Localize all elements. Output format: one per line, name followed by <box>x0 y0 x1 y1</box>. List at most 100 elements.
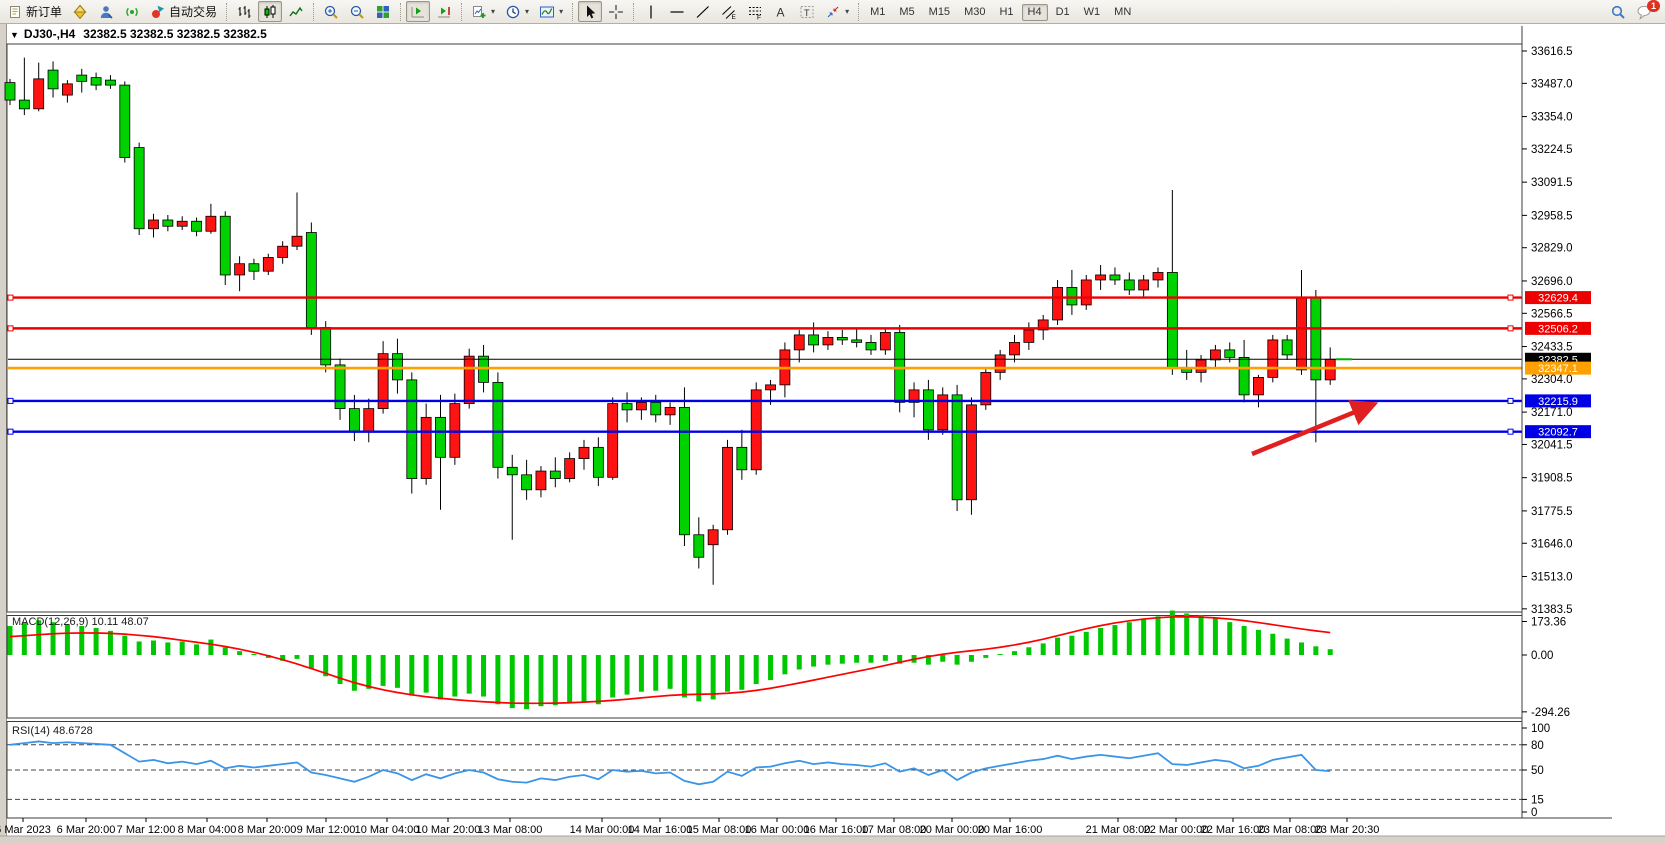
macd-histogram-bar <box>107 630 113 655</box>
line-endpoint-marker[interactable] <box>1507 325 1514 332</box>
market-depth-button[interactable] <box>68 1 92 22</box>
candle-body <box>650 401 662 416</box>
macd-histogram-bar <box>610 655 616 698</box>
dropdown-caret-icon[interactable]: ▾ <box>491 7 496 16</box>
period-button[interactable]: ▾ <box>501 1 533 22</box>
macd-histogram-bar <box>323 655 329 677</box>
candle-body <box>191 220 202 232</box>
chart-title-bar[interactable]: ▼ DJ30-,H4 32382.5 32382.5 32382.5 32382.5 <box>10 27 267 41</box>
dropdown-caret-icon[interactable]: ▾ <box>559 7 564 16</box>
candle-body <box>1152 272 1164 281</box>
chart-background <box>0 24 1665 844</box>
macd-histogram-bar <box>768 655 774 681</box>
candle-body <box>679 406 690 536</box>
candle-body <box>291 235 303 247</box>
candle-body <box>578 446 590 459</box>
candle-body <box>851 339 863 343</box>
candle-body <box>1080 279 1092 306</box>
time-tick-label: 6 Mar 2023 <box>0 824 51 836</box>
timeframe-button-mn[interactable]: MN <box>1108 4 1137 21</box>
timeframe-button-m30[interactable]: M30 <box>958 4 991 21</box>
text-label-button[interactable]: T <box>795 1 819 22</box>
candle-body <box>722 446 733 531</box>
template-button[interactable]: ▾ <box>535 1 567 22</box>
line-endpoint-marker[interactable] <box>7 294 14 301</box>
period-clock-icon <box>506 5 520 18</box>
macd-histogram-bar <box>1112 625 1118 655</box>
line-endpoint-marker[interactable] <box>1507 397 1514 404</box>
zoom-in-button[interactable] <box>319 1 343 22</box>
line-endpoint-marker[interactable] <box>1507 428 1514 435</box>
arrows-button[interactable]: ▾ <box>821 1 853 22</box>
timeframe-button-m15[interactable]: M15 <box>923 4 956 21</box>
candle-body <box>693 534 705 558</box>
price-label-box <box>1525 425 1591 439</box>
timeframe-button-h4[interactable]: H4 <box>1021 4 1048 21</box>
line-endpoint-marker[interactable] <box>7 397 14 404</box>
macd-histogram-bar <box>308 655 314 669</box>
signals-button[interactable] <box>120 1 144 22</box>
candle-body <box>348 408 360 432</box>
dropdown-caret-icon[interactable]: ▾ <box>525 7 530 16</box>
community-button[interactable] <box>94 1 118 22</box>
fibonacci-button[interactable]: F <box>743 1 767 22</box>
candle-body <box>923 389 934 431</box>
new-order-button[interactable]: 新订单 <box>3 1 66 22</box>
timeframe-button-m1[interactable]: M1 <box>864 4 891 21</box>
timeframe-button-d1[interactable]: D1 <box>1050 4 1076 21</box>
timeframe-button-w1[interactable]: W1 <box>1078 4 1107 21</box>
vertical-line-button[interactable] <box>639 1 663 22</box>
annotation-arrow[interactable] <box>1251 400 1379 457</box>
candle-body <box>18 99 30 110</box>
trendline-button[interactable] <box>691 1 715 22</box>
new-chart-button[interactable]: ▾ <box>467 1 499 22</box>
macd-histogram-bar <box>681 655 687 698</box>
candle-body <box>4 82 16 101</box>
chart-dropdown-icon[interactable]: ▼ <box>10 30 19 40</box>
notifications-button[interactable]: 1 <box>1632 0 1660 22</box>
candle-body <box>836 337 848 341</box>
candle-body <box>62 83 73 96</box>
auto-scroll-button[interactable] <box>406 1 431 22</box>
line-endpoint-marker[interactable] <box>1507 294 1514 301</box>
price-tick-label: 32433.5 <box>1531 342 1573 354</box>
bar-chart-button[interactable] <box>232 1 256 22</box>
line-endpoint-marker[interactable] <box>7 428 14 435</box>
toolbar-separator <box>461 2 463 21</box>
macd-histogram-bar <box>380 655 386 686</box>
equidistant-channel-button[interactable]: E <box>717 1 741 22</box>
tile-windows-button[interactable] <box>371 1 395 22</box>
candlestick-chart-button[interactable] <box>258 1 283 22</box>
timeframe-button-m5[interactable]: M5 <box>893 4 920 21</box>
timeframe-button-h1[interactable]: H1 <box>993 4 1019 21</box>
horizontal-line-button[interactable] <box>665 1 689 22</box>
crosshair-button[interactable] <box>604 1 628 22</box>
macd-histogram-bar <box>409 655 415 696</box>
price-tick-label: 32304.0 <box>1531 374 1573 386</box>
crosshair-icon <box>609 4 624 19</box>
auto-trading-button[interactable]: 自动交易 <box>146 1 221 22</box>
cursor-button[interactable] <box>578 1 603 22</box>
fibonacci-icon: F <box>749 6 762 20</box>
price-tick-label: 33616.5 <box>1531 46 1573 58</box>
zoom-in-icon <box>324 5 338 19</box>
time-tick-label: 8 Mar 04:00 <box>178 824 237 836</box>
macd-histogram-bar <box>36 620 42 655</box>
candle-body <box>908 389 920 403</box>
line-chart-button[interactable] <box>284 1 308 22</box>
text-button[interactable]: A <box>769 1 793 22</box>
chart-canvas[interactable]: 33616.5 33487.0 33354.0 33224.5 33091.5 32958… <box>0 24 1665 844</box>
macd-histogram-bar <box>1299 642 1304 655</box>
vertical-line-icon <box>650 5 652 18</box>
zoom-out-button[interactable] <box>345 1 369 22</box>
price-tick-label: 31908.5 <box>1531 473 1573 485</box>
time-tick-label: 23 Mar 20:30 <box>1315 824 1380 836</box>
line-endpoint-marker[interactable] <box>7 325 14 332</box>
chart-shift-button[interactable] <box>432 1 456 22</box>
candle-body <box>1253 376 1264 396</box>
time-tick-label: 6 Mar 20:00 <box>57 824 116 836</box>
macd-histogram-bar <box>882 655 888 661</box>
search-button[interactable] <box>1606 1 1630 22</box>
dropdown-caret-icon[interactable]: ▾ <box>845 7 850 16</box>
macd-histogram-bar <box>796 655 802 670</box>
